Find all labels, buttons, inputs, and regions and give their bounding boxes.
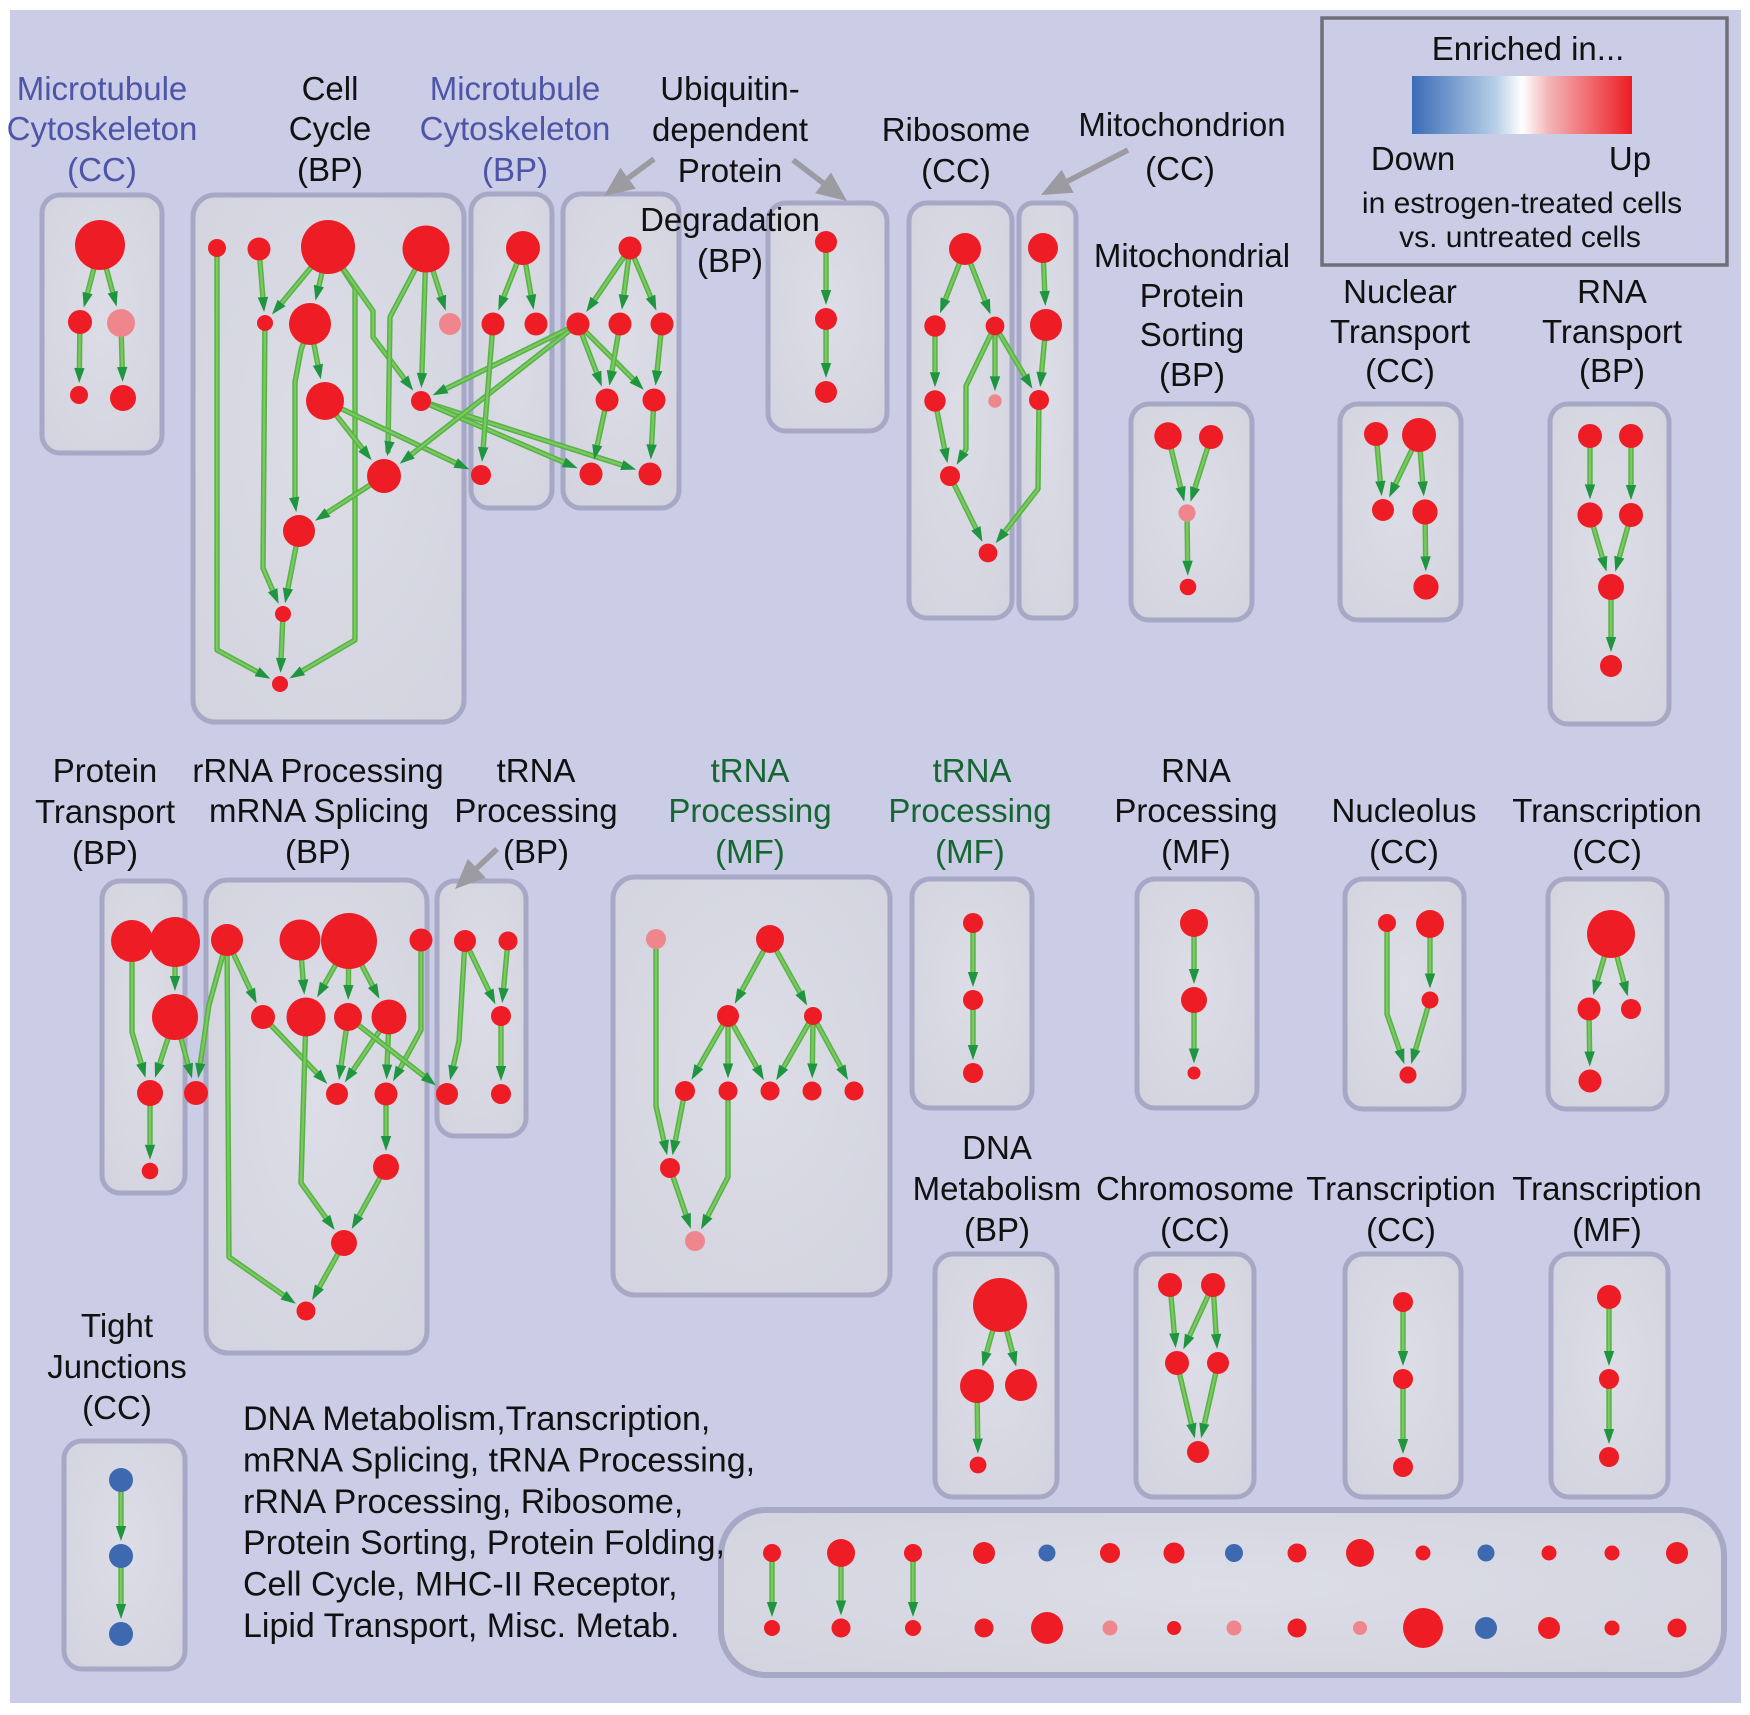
svg-text:Transport: Transport [1330, 313, 1470, 350]
svg-text:Up: Up [1609, 140, 1651, 177]
svg-text:Processing: Processing [668, 792, 831, 829]
svg-text:Enriched in...: Enriched in... [1432, 30, 1625, 67]
svg-text:Ubiquitin-: Ubiquitin- [660, 70, 799, 107]
svg-text:Lipid Transport, Misc. Metab.: Lipid Transport, Misc. Metab. [243, 1607, 680, 1645]
svg-text:(CC): (CC) [1160, 1211, 1230, 1248]
svg-text:Down: Down [1371, 140, 1455, 177]
svg-text:(MF): (MF) [1161, 833, 1231, 870]
svg-text:Protein Sorting, Protein Foldi: Protein Sorting, Protein Folding, [243, 1524, 725, 1562]
svg-text:(BP): (BP) [297, 151, 363, 188]
svg-text:Mitochondrion: Mitochondrion [1078, 106, 1285, 143]
svg-text:Processing: Processing [888, 792, 1051, 829]
svg-text:Processing: Processing [454, 792, 617, 829]
svg-text:tRNA: tRNA [711, 752, 790, 789]
svg-text:mRNA Splicing, tRNA Processing: mRNA Splicing, tRNA Processing, [243, 1441, 755, 1479]
svg-text:(MF): (MF) [935, 833, 1005, 870]
svg-text:Cytoskeleton: Cytoskeleton [7, 110, 198, 147]
svg-text:(CC): (CC) [1365, 352, 1435, 389]
svg-text:(CC): (CC) [67, 151, 137, 188]
svg-text:(CC): (CC) [1572, 833, 1642, 870]
svg-text:(MF): (MF) [1572, 1211, 1642, 1248]
svg-text:(CC): (CC) [82, 1389, 152, 1426]
svg-text:(BP): (BP) [1579, 352, 1645, 389]
svg-text:(CC): (CC) [921, 152, 991, 189]
svg-text:Transcription: Transcription [1512, 1170, 1702, 1207]
svg-text:rRNA Processing, Ribosome,: rRNA Processing, Ribosome, [243, 1483, 683, 1521]
svg-text:Processing: Processing [1114, 792, 1277, 829]
svg-text:Transcription: Transcription [1512, 792, 1702, 829]
svg-text:RNA: RNA [1577, 273, 1647, 310]
svg-text:tRNA: tRNA [497, 752, 576, 789]
svg-text:Nucleolus: Nucleolus [1332, 792, 1477, 829]
svg-text:(BP): (BP) [697, 242, 763, 279]
svg-text:Metabolism: Metabolism [913, 1170, 1082, 1207]
svg-text:DNA: DNA [962, 1129, 1032, 1166]
svg-text:Nuclear: Nuclear [1343, 273, 1457, 310]
svg-text:DNA Metabolism,Transcription,: DNA Metabolism,Transcription, [243, 1400, 710, 1438]
svg-text:(MF): (MF) [715, 833, 785, 870]
svg-text:(CC): (CC) [1369, 833, 1439, 870]
svg-text:Tight: Tight [81, 1307, 153, 1344]
svg-text:Mitochondrial: Mitochondrial [1094, 237, 1290, 274]
svg-text:RNA: RNA [1161, 752, 1231, 789]
svg-text:Protein: Protein [1140, 277, 1245, 314]
svg-text:Transcription: Transcription [1306, 1170, 1496, 1207]
svg-text:Transport: Transport [35, 793, 175, 830]
svg-text:(BP): (BP) [503, 833, 569, 870]
svg-text:(CC): (CC) [1366, 1211, 1436, 1248]
svg-text:rRNA Processing: rRNA Processing [192, 752, 443, 789]
svg-text:Sorting: Sorting [1140, 316, 1245, 353]
svg-text:Chromosome: Chromosome [1096, 1170, 1294, 1207]
svg-text:(CC): (CC) [1145, 150, 1215, 187]
svg-text:Cell: Cell [302, 70, 359, 107]
svg-text:(BP): (BP) [482, 151, 548, 188]
svg-text:Protein: Protein [678, 152, 783, 189]
svg-text:(BP): (BP) [1159, 356, 1225, 393]
svg-text:tRNA: tRNA [933, 752, 1012, 789]
svg-text:mRNA Splicing: mRNA Splicing [209, 792, 429, 829]
svg-text:vs. untreated cells: vs. untreated cells [1399, 221, 1641, 254]
svg-text:(BP): (BP) [72, 834, 138, 871]
svg-text:Transport: Transport [1542, 313, 1682, 350]
svg-text:Microtubule: Microtubule [17, 70, 188, 107]
svg-text:Cycle: Cycle [289, 110, 372, 147]
svg-text:Junctions: Junctions [47, 1348, 186, 1385]
svg-text:(BP): (BP) [285, 833, 351, 870]
svg-text:in estrogen-treated cells: in estrogen-treated cells [1362, 187, 1682, 220]
svg-text:Microtubule: Microtubule [430, 70, 601, 107]
svg-text:Degradation: Degradation [640, 201, 820, 238]
svg-text:Protein: Protein [53, 752, 158, 789]
svg-text:Cell Cycle, MHC-II Receptor,: Cell Cycle, MHC-II Receptor, [243, 1566, 678, 1604]
svg-text:dependent: dependent [652, 111, 808, 148]
svg-text:(BP): (BP) [964, 1211, 1030, 1248]
svg-text:Ribosome: Ribosome [882, 111, 1031, 148]
svg-text:Cytoskeleton: Cytoskeleton [420, 110, 611, 147]
